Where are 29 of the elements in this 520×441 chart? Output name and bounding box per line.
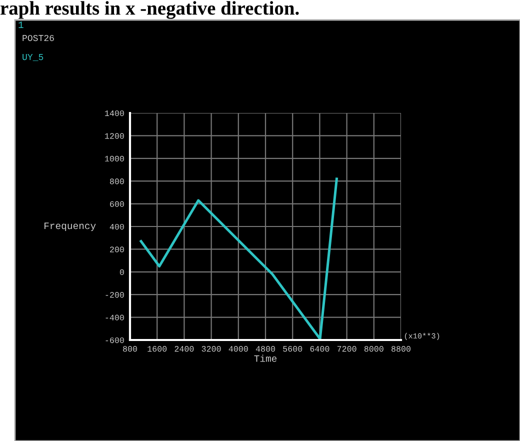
y-tick-label: 800 <box>110 178 124 184</box>
y-tick-label: 1200 <box>105 133 124 139</box>
x-tick-label: 3200 <box>202 346 221 352</box>
y-tick-label: -400 <box>106 314 124 320</box>
y-tick-label: 1000 <box>105 156 124 162</box>
text: 1 <box>18 22 24 28</box>
x-tick-label: 6400 <box>310 346 330 352</box>
x-tick-label: 8800 <box>392 346 410 352</box>
x-axis-title: Time <box>254 354 277 362</box>
text: raph results in x -negative direction. <box>0 1 299 19</box>
y-tick-label: 0 <box>120 269 124 275</box>
line-series <box>140 178 338 340</box>
x-tick-label: 7200 <box>337 346 356 352</box>
x-tick-label: 8000 <box>364 346 384 352</box>
y-axis-title: Frequency <box>44 222 96 232</box>
y-tick-label: 400 <box>110 224 124 230</box>
x-tick-label: 1600 <box>148 346 167 352</box>
y-tick-label: 1400 <box>105 110 124 116</box>
x-tick-label: 4000 <box>228 346 248 352</box>
y-tick-label: 200 <box>110 246 124 252</box>
text: UY_5 <box>22 54 44 61</box>
y-tick-label: 600 <box>110 201 124 207</box>
x-tick-label: 800 <box>123 346 137 352</box>
y-tick-label: -600 <box>106 337 124 344</box>
text: POST26 <box>22 34 54 42</box>
y-tick-label: -200 <box>106 292 124 298</box>
x-tick-label: 2400 <box>174 346 194 352</box>
x-tick-label: 4800 <box>256 346 275 352</box>
x-tick-label: 5600 <box>283 346 302 352</box>
